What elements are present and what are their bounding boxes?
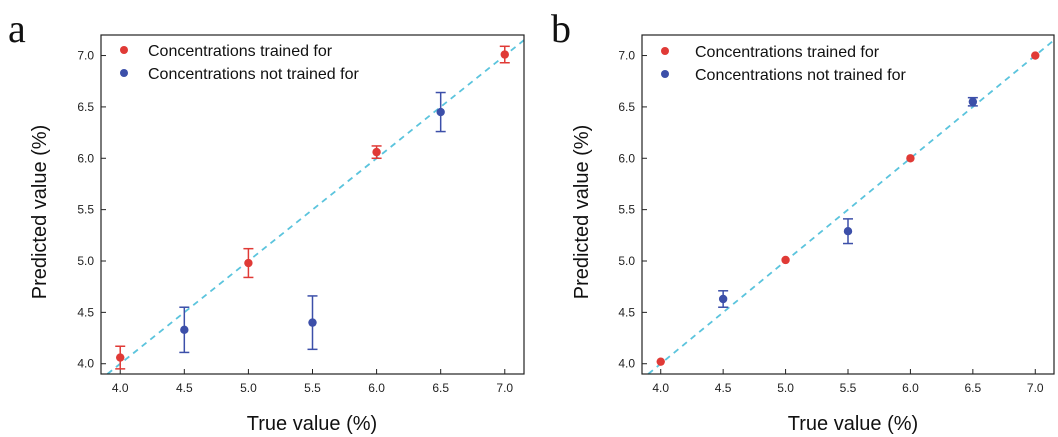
data-point	[180, 325, 189, 335]
panel-b-y-axis-label: Predicted value (%)	[571, 125, 593, 300]
y-tick-label: 6.5	[77, 100, 94, 114]
panel-a-legend-marker-not-trained	[120, 69, 128, 77]
panel-a-plot-area	[106, 39, 525, 375]
y-tick-label: 6.0	[77, 151, 94, 165]
data-point	[781, 255, 790, 265]
x-tick-label: 7.0	[496, 381, 513, 395]
y-tick-label: 5.0	[77, 254, 94, 268]
panel-b-legend-label-not-trained: Concentrations not trained for	[695, 67, 906, 84]
panel-b-legend-marker-not-trained	[661, 70, 669, 78]
x-tick-label: 5.0	[240, 381, 257, 395]
panel-a-legend-label-not-trained: Concentrations not trained for	[148, 66, 359, 83]
x-tick-label: 6.5	[432, 381, 449, 395]
y-tick-label: 6.0	[618, 151, 635, 165]
panel-a-x-axis-label: True value (%)	[247, 413, 377, 435]
x-tick-label: 5.0	[777, 381, 794, 395]
y-tick-label: 7.0	[618, 49, 635, 63]
panel-a-y-axis-label: Predicted value (%)	[29, 125, 51, 300]
y-tick-label: 5.0	[618, 254, 635, 268]
panel-a-legend-marker-trained	[120, 46, 128, 54]
panel-a-frame	[100, 34, 525, 375]
panel-b-legend: Concentrations trained for Concentration…	[661, 44, 906, 84]
data-point	[843, 227, 853, 236]
y-tick-label: 5.5	[77, 203, 94, 217]
x-tick-label: 4.5	[176, 381, 193, 395]
reference-line	[106, 39, 525, 375]
panel-b-legend-label-trained: Concentrations trained for	[695, 44, 880, 61]
data-point	[244, 258, 253, 268]
panel-a-legend-label-trained: Concentrations trained for	[148, 43, 333, 60]
y-tick-label: 7.0	[77, 49, 94, 63]
data-point	[906, 154, 915, 163]
x-tick-label: 4.0	[112, 381, 129, 395]
y-tick-label: 4.5	[77, 305, 94, 319]
panel-b-ticks: 4.0 4.5 5.0 5.5 6.0 6.5 7.0 4.0 4.5 5.0 5.5 6.0 6.5 7…	[618, 49, 1044, 395]
x-tick-label: 6.0	[368, 381, 385, 395]
data-point	[436, 107, 445, 117]
x-tick-label: 4.0	[652, 381, 669, 395]
y-tick-label: 6.5	[618, 100, 635, 114]
panel-b-frame	[641, 34, 1055, 375]
panel-b-plot-area	[647, 39, 1055, 375]
panel-b-x-axis-label: True value (%)	[788, 413, 918, 435]
data-point	[500, 50, 509, 59]
data-point	[656, 357, 665, 366]
data-point	[968, 97, 978, 106]
panel-b-letter: b	[551, 6, 571, 51]
data-point	[116, 353, 125, 362]
x-tick-label: 6.0	[902, 381, 919, 395]
panel-a-legend: Concentrations trained for Concentration…	[120, 43, 359, 83]
x-tick-label: 4.5	[715, 381, 732, 395]
y-tick-label: 4.0	[77, 357, 94, 371]
x-tick-label: 6.5	[965, 381, 982, 395]
y-tick-label: 4.0	[618, 357, 635, 371]
y-tick-label: 4.5	[618, 305, 635, 319]
panel-b: b Predicted value (%) True value (%) 4.0…	[551, 6, 1055, 435]
x-tick-label: 5.5	[304, 381, 321, 395]
x-tick-label: 5.5	[840, 381, 857, 395]
reference-line	[647, 39, 1055, 375]
panel-a-letter: a	[8, 6, 26, 51]
data-point	[372, 147, 381, 157]
data-point	[308, 318, 317, 327]
panel-a: a Predicted value (%) True value (%) 4.0…	[8, 6, 525, 435]
y-tick-label: 5.5	[618, 203, 635, 217]
panel-b-legend-marker-trained	[661, 47, 669, 55]
data-point	[718, 294, 728, 304]
x-tick-label: 7.0	[1027, 381, 1044, 395]
panel-a-ticks: 4.0 4.5 5.0 5.5 6.0 6.5 7.0 4.0 4.5 5.0 5.5 6.0 6.5 7…	[77, 49, 513, 395]
data-point	[1031, 51, 1040, 60]
